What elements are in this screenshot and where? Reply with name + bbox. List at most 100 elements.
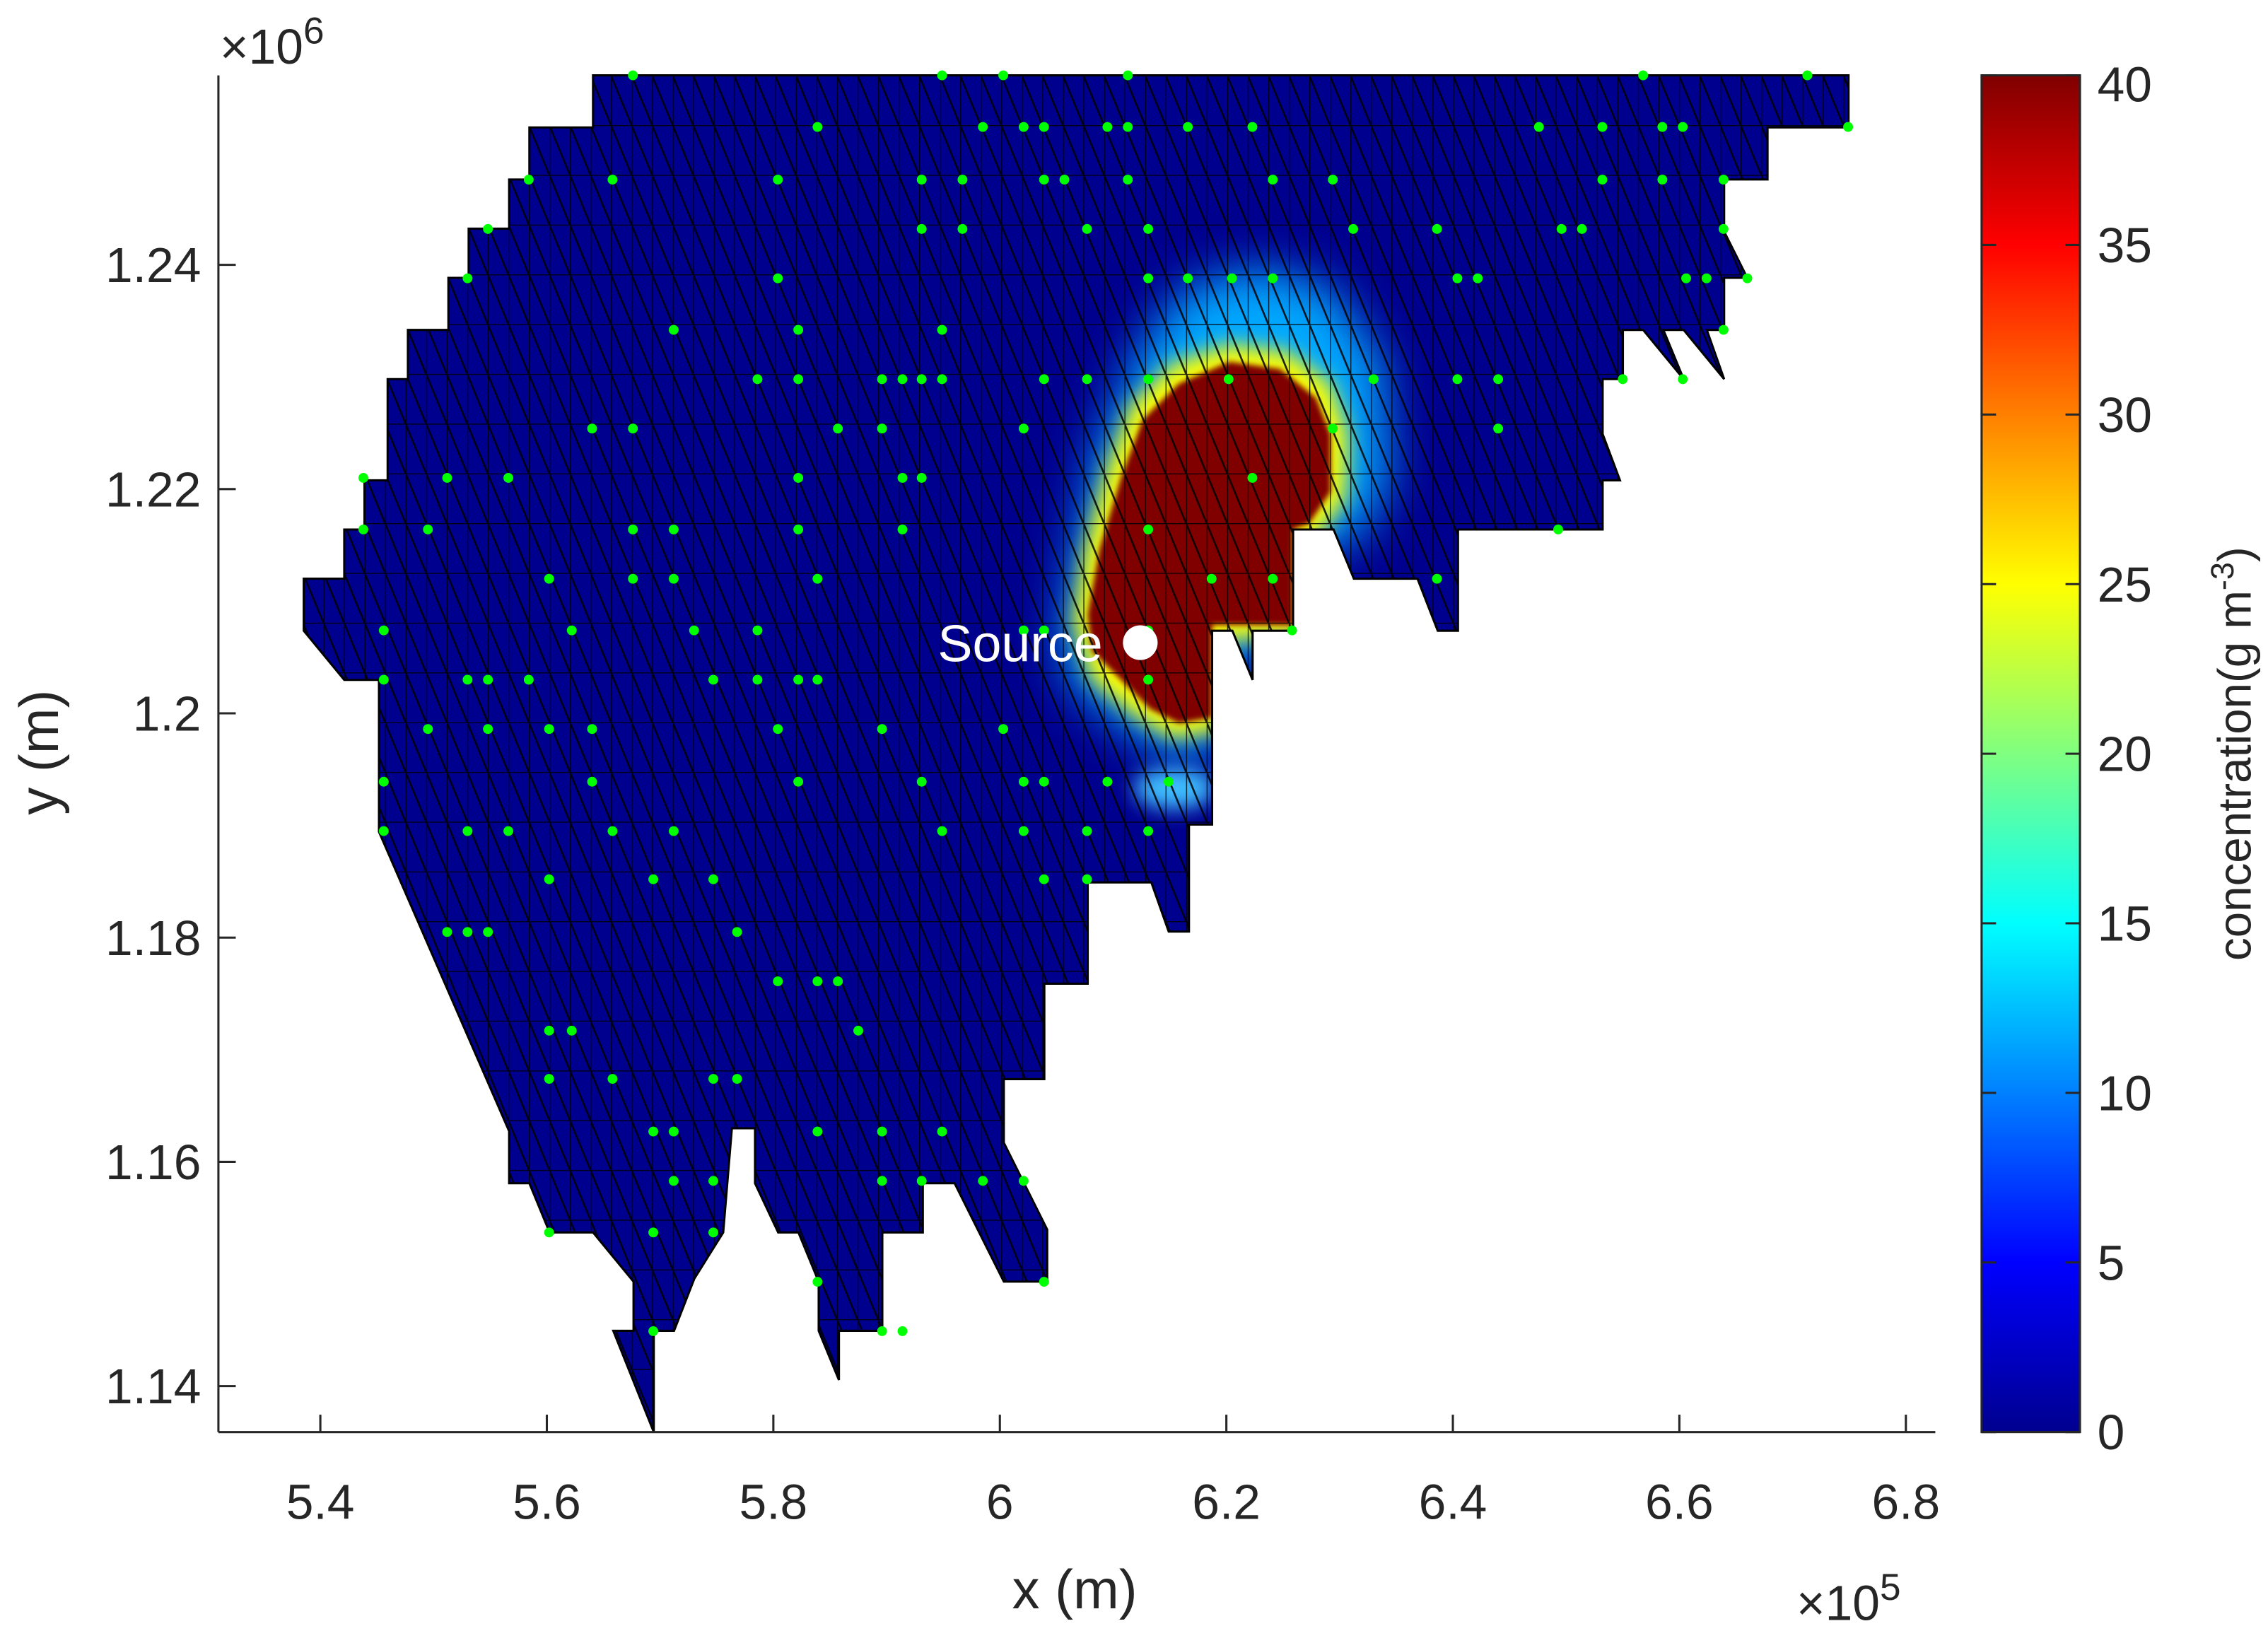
sensor-point (1268, 273, 1278, 283)
sensor-point (916, 175, 927, 185)
sensor-point (1742, 273, 1753, 283)
sensor-point (689, 625, 699, 636)
sensor-point (503, 473, 513, 483)
sensor-point (378, 826, 389, 836)
x-tick-label: 5.8 (740, 1474, 808, 1529)
colorbar-tick-label: 25 (2098, 557, 2152, 612)
sensor-point (1082, 874, 1092, 884)
sensor-point (628, 423, 638, 434)
sensor-point (628, 573, 638, 584)
sensor-point (708, 874, 718, 884)
sensor-point (442, 927, 452, 937)
sensor-point (957, 175, 968, 185)
sensor-point (773, 724, 783, 735)
colorbar-tick-label: 40 (2098, 57, 2152, 112)
sensor-point (1018, 122, 1029, 132)
sensor-point (1657, 122, 1668, 132)
sensor-point (423, 524, 433, 534)
sensor-point (937, 70, 947, 81)
sensor-point (462, 826, 473, 836)
sensor-point (877, 1126, 887, 1137)
sensor-point (1183, 122, 1193, 132)
sensor-point (1718, 175, 1729, 185)
sensor-point (544, 874, 554, 884)
sensor-point (812, 122, 823, 132)
sensor-point (937, 324, 947, 335)
sensor-point (752, 625, 763, 636)
sensor-point (628, 524, 638, 534)
y-multiplier: ×106 (220, 11, 325, 75)
sensor-point (752, 374, 763, 385)
sensor-point (462, 674, 473, 685)
sensor-point (877, 423, 887, 434)
sensor-point (1268, 175, 1278, 185)
sensor-point (668, 573, 679, 584)
x-tick-label: 6 (986, 1474, 1014, 1529)
y-tick-label: 1.16 (105, 1135, 201, 1190)
sensor-point (877, 1176, 887, 1186)
sensor-point (358, 473, 368, 483)
sensor-point (773, 175, 783, 185)
y-tick-label: 1.2 (133, 686, 201, 742)
sensor-point (1143, 826, 1154, 836)
sensor-point (978, 1176, 988, 1186)
sensor-point (812, 976, 823, 987)
x-tick-label: 5.6 (513, 1474, 581, 1529)
sensor-point (1123, 70, 1133, 81)
sensor-point (1018, 826, 1029, 836)
sensor-point (1082, 223, 1092, 234)
sensor-point (523, 674, 534, 685)
sensor-point (1681, 273, 1691, 283)
domain (303, 75, 1849, 1432)
y-multiplier-exponent: 6 (303, 11, 325, 52)
colorbar-tick-label: 30 (2098, 387, 2152, 443)
sensor-point (1597, 175, 1608, 185)
sensor-point (793, 524, 804, 534)
colorbar-tick-label: 5 (2098, 1235, 2125, 1290)
sensor-point (812, 1277, 823, 1287)
sensor-point (916, 1176, 927, 1186)
colorbar-tick-label: 0 (2098, 1405, 2125, 1460)
sensor-point (1657, 175, 1668, 185)
sensor-point (503, 826, 513, 836)
sensor-point (752, 674, 763, 685)
source-label: Source (937, 614, 1102, 673)
sensor-point (358, 524, 368, 534)
sensor-point (957, 223, 968, 234)
sensor-point (1247, 122, 1258, 132)
sensor-point (916, 473, 927, 483)
sensor-point (1473, 273, 1483, 283)
colorbar-label-text: concentration(g m (2209, 590, 2260, 961)
sensor-point (916, 223, 927, 234)
sensor-point (1123, 122, 1133, 132)
sensor-point (607, 1074, 618, 1084)
sensor-point (877, 374, 887, 385)
sensor-point (462, 273, 473, 283)
sensor-point (1206, 573, 1217, 584)
sensor-point (812, 674, 823, 685)
x-tick-label: 6.8 (1871, 1474, 1940, 1529)
colorbar-tick-label: 35 (2098, 218, 2152, 273)
sensor-point (566, 625, 577, 636)
sensor-point (916, 374, 927, 385)
sensor-point (1039, 874, 1049, 884)
colorbar-tick-label: 10 (2098, 1065, 2152, 1121)
sensor-point (793, 674, 804, 685)
sensor-point (668, 1176, 679, 1186)
sensor-point (544, 1074, 554, 1084)
sensor-point (544, 724, 554, 735)
sensor-point (1328, 175, 1338, 185)
axes (217, 75, 1936, 1434)
sensor-point (566, 1025, 577, 1036)
sensor-point (378, 625, 389, 636)
sensor-point (897, 1326, 908, 1336)
sensor-point (587, 724, 597, 735)
sensor-point (648, 1126, 659, 1137)
sensor-point (668, 1126, 679, 1137)
sensor-point (1452, 374, 1463, 385)
colorbar-label-suffix: ) (2209, 546, 2260, 562)
y-multiplier-base: ×10 (220, 19, 303, 74)
sensor-point (877, 1326, 887, 1336)
sensor-point (587, 423, 597, 434)
sensor-point (483, 223, 493, 234)
